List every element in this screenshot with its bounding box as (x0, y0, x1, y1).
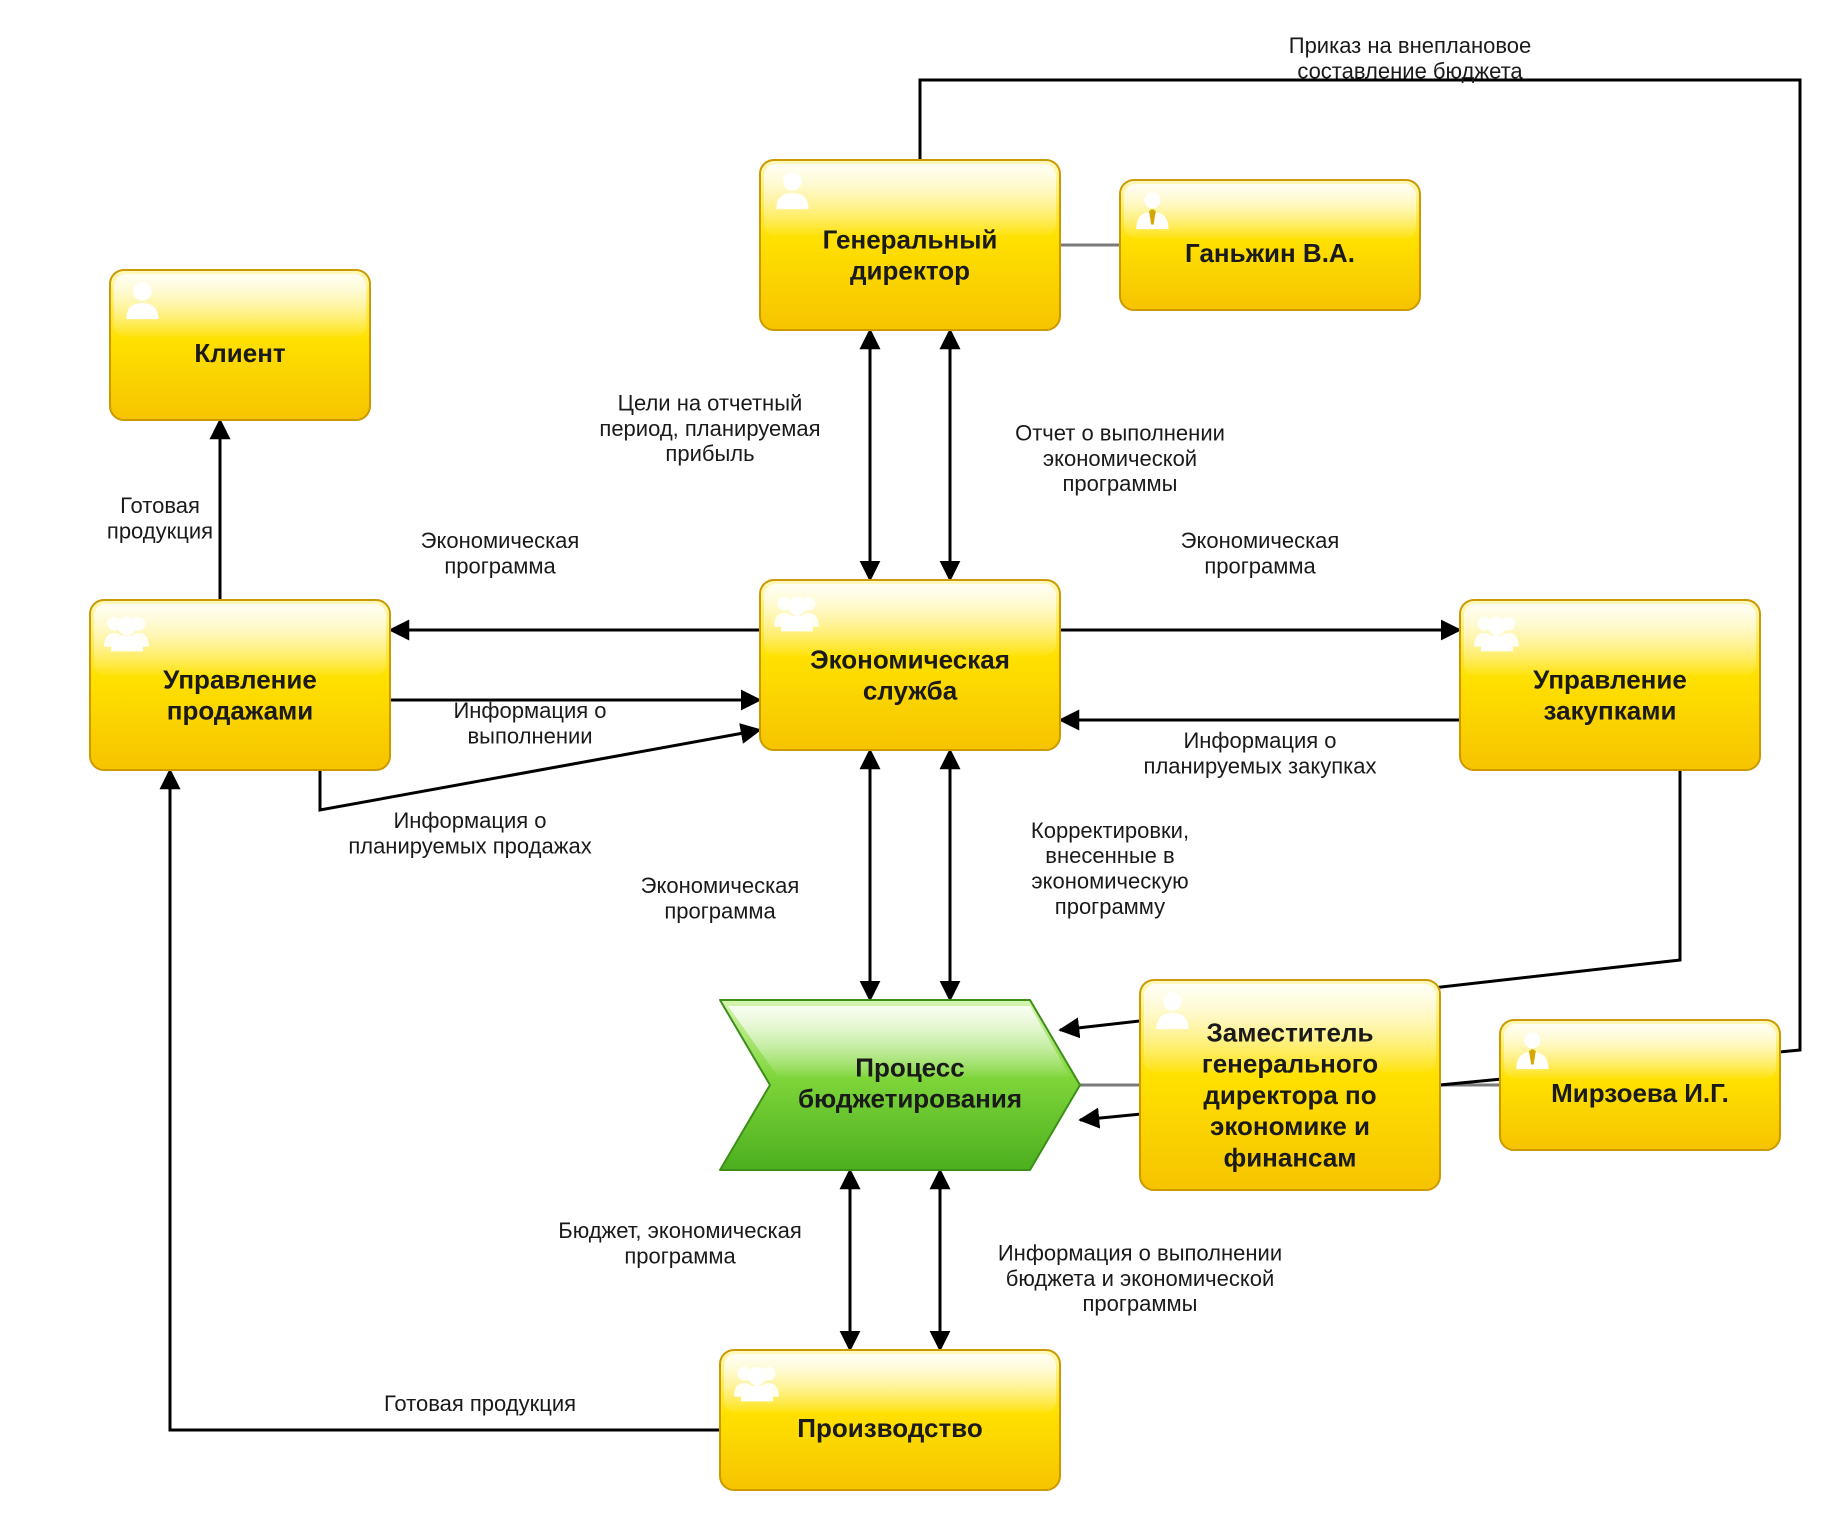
node-label: Процесс (855, 1052, 964, 1082)
group-icon (734, 1367, 779, 1402)
edge-label: программа (624, 1243, 736, 1268)
node-label: Управление (163, 664, 317, 694)
edge-label: составление бюджета (1297, 58, 1523, 83)
node-mirzoeva: Мирзоева И.Г. (1500, 1020, 1780, 1150)
edge-label: бюджета и экономической (1006, 1266, 1274, 1291)
edge-label: программу (1055, 894, 1165, 919)
diagram-canvas: Готоваяпродукция Цели на отчетныйпериод, … (0, 0, 1840, 1520)
edge-label: выполнении (467, 723, 592, 748)
node-label: Заместитель (1207, 1017, 1374, 1047)
node-label: Ганьжин В.А. (1185, 238, 1355, 268)
edge-label: Информация о выполнении (998, 1241, 1282, 1266)
edge-label: Приказ на внеплановое (1289, 33, 1531, 58)
node-label: Производство (797, 1413, 982, 1443)
node-label: бюджетирования (798, 1083, 1022, 1113)
node-label: Управление (1533, 664, 1687, 694)
nodes-layer: КлиентУправлениепродажамиГенеральныйдире… (90, 160, 1780, 1490)
group-icon (1474, 617, 1519, 652)
node-label: продажами (167, 695, 314, 725)
edge-label: внесенные в (1045, 843, 1174, 868)
node-process: Процессбюджетирования (720, 1000, 1080, 1170)
edge-label: Готовая (120, 493, 200, 518)
node-label: Экономическая (810, 644, 1010, 674)
edge-label: Информация о (393, 808, 546, 833)
edge-label: Экономическая (1181, 528, 1340, 553)
node-label: Генеральный (823, 224, 998, 254)
node-purchasing: Управлениезакупками (1460, 600, 1760, 770)
node-label: финансам (1223, 1142, 1356, 1172)
node-zamdir: Заместительгенеральногодиректора поэконо… (1140, 980, 1440, 1190)
edge-label: Готовая продукция (384, 1391, 576, 1416)
node-label: Клиент (194, 338, 286, 368)
edge-label: Бюджет, экономическая (558, 1218, 801, 1243)
group-icon (104, 617, 149, 652)
edge-label: экономической (1043, 446, 1197, 471)
edge-label: программа (664, 898, 776, 923)
group-icon (774, 597, 819, 632)
node-label: служба (863, 675, 958, 705)
edge-label: Информация о (1183, 728, 1336, 753)
edge-label: программа (444, 553, 556, 578)
edge-label: период, планируемая (599, 416, 820, 441)
node-client: Клиент (110, 270, 370, 420)
node-sales: Управлениепродажами (90, 600, 390, 770)
edge-label: программы (1063, 471, 1178, 496)
edge-label: планируемых продажах (348, 833, 591, 858)
node-label: экономике и (1210, 1111, 1370, 1141)
edge-label: программа (1204, 553, 1316, 578)
edge-label: Цели на отчетный (618, 391, 803, 416)
node-ganzhin: Ганьжин В.А. (1120, 180, 1420, 310)
node-label: директора по (1203, 1080, 1376, 1110)
node-label: генерального (1202, 1049, 1378, 1079)
node-label: директор (850, 255, 970, 285)
edge-label: планируемых закупках (1144, 753, 1377, 778)
edge-label: программы (1083, 1291, 1198, 1316)
edge-label: прибыль (665, 441, 754, 466)
edge-label: Экономическая (641, 873, 800, 898)
edge-label: экономическую (1031, 868, 1188, 893)
node-label: Мирзоева И.Г. (1551, 1078, 1729, 1108)
edge-label: продукция (107, 518, 213, 543)
node-gendir: Генеральныйдиректор (760, 160, 1060, 330)
edge-e-prod-sales (170, 770, 720, 1430)
edge-label: Информация о (453, 698, 606, 723)
node-econ: Экономическаяслужба (760, 580, 1060, 750)
edge-label: Отчет о выполнении (1015, 421, 1225, 446)
edge-label: Корректировки, (1031, 818, 1189, 843)
node-label: закупками (1544, 695, 1677, 725)
edge-label: Экономическая (421, 528, 580, 553)
node-production: Производство (720, 1350, 1060, 1490)
